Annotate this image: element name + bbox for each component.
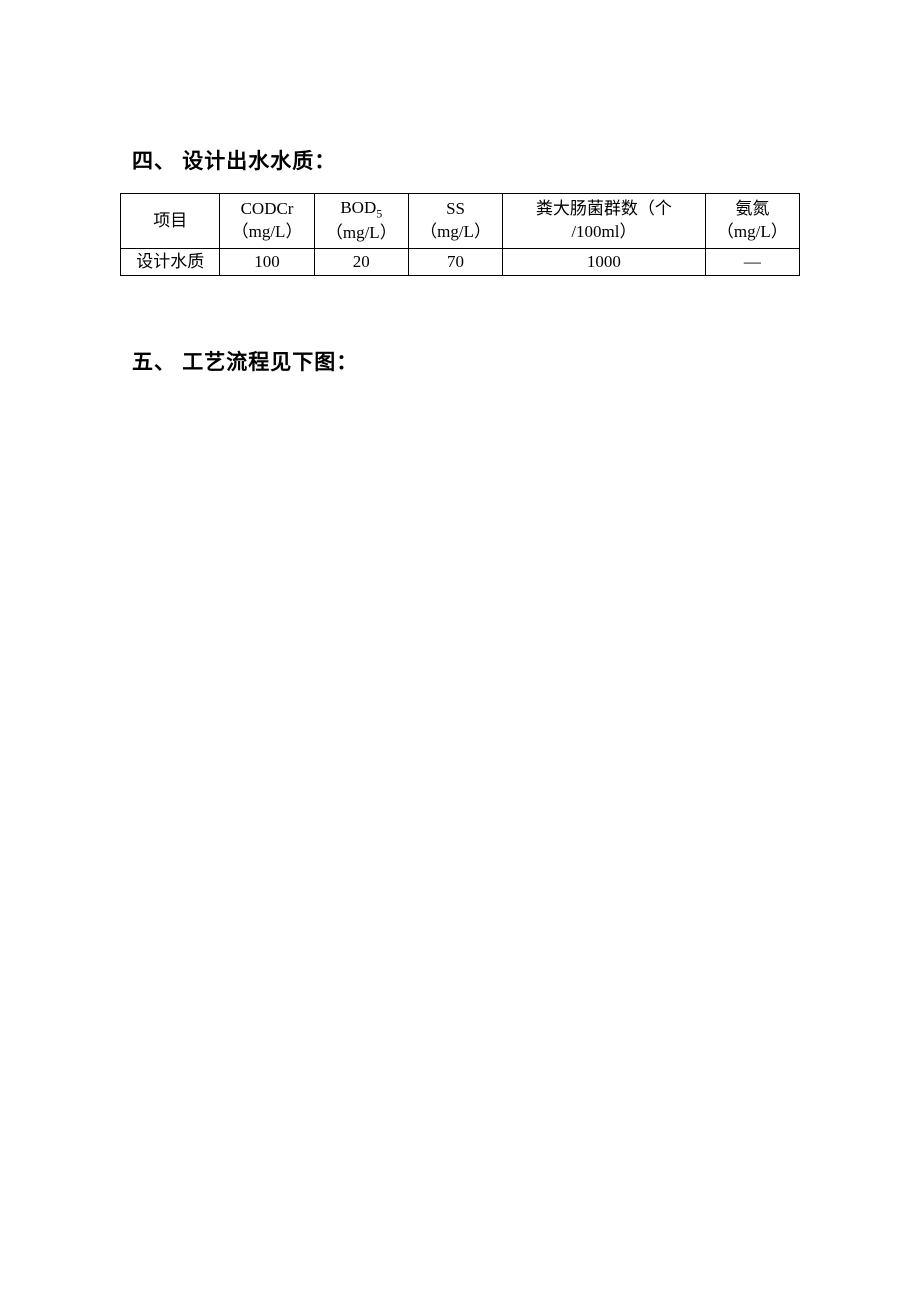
- section-5-heading: 五、 工艺流程见下图：: [132, 346, 800, 376]
- table-header-cell: BOD5 （mg/L）: [314, 194, 408, 249]
- table-cell-value: 20: [314, 248, 408, 275]
- header-text-line2: （mg/L）: [717, 222, 788, 241]
- table-data-row: 设计水质 100 20 70 1000 —: [121, 248, 800, 275]
- table-cell-value: —: [705, 248, 799, 275]
- table-header-row: 项目 CODCr （mg/L） BOD5 （mg/L） SS （mg/L） 粪大…: [121, 194, 800, 249]
- water-quality-table: 项目 CODCr （mg/L） BOD5 （mg/L） SS （mg/L） 粪大…: [120, 193, 800, 276]
- header-text: 项目: [153, 211, 187, 230]
- table-header-cell: 项目: [121, 194, 220, 249]
- header-text-line2: /100ml）: [571, 222, 636, 241]
- header-text-line1: 氨氮: [735, 199, 769, 218]
- header-text-line1: 粪大肠菌群数（个: [536, 199, 672, 218]
- header-text-sub: 5: [376, 206, 382, 220]
- header-text-line1-pre: BOD: [340, 198, 376, 217]
- table-cell-value: 70: [408, 248, 502, 275]
- table-cell-value: 1000: [503, 248, 706, 275]
- table-cell-value: 100: [220, 248, 314, 275]
- table-header-cell: 粪大肠菌群数（个 /100ml）: [503, 194, 706, 249]
- table-header-cell: SS （mg/L）: [408, 194, 502, 249]
- section-4-heading: 四、 设计出水水质：: [132, 145, 800, 175]
- header-text-line2: （mg/L）: [326, 223, 397, 242]
- header-text-line1: CODCr: [241, 199, 294, 218]
- table-header-cell: CODCr （mg/L）: [220, 194, 314, 249]
- header-text-line1: SS: [446, 199, 465, 218]
- header-text-line2: （mg/L）: [232, 222, 303, 241]
- table-cell-label: 设计水质: [121, 248, 220, 275]
- header-text-line2: （mg/L）: [420, 222, 491, 241]
- table-header-cell: 氨氮 （mg/L）: [705, 194, 799, 249]
